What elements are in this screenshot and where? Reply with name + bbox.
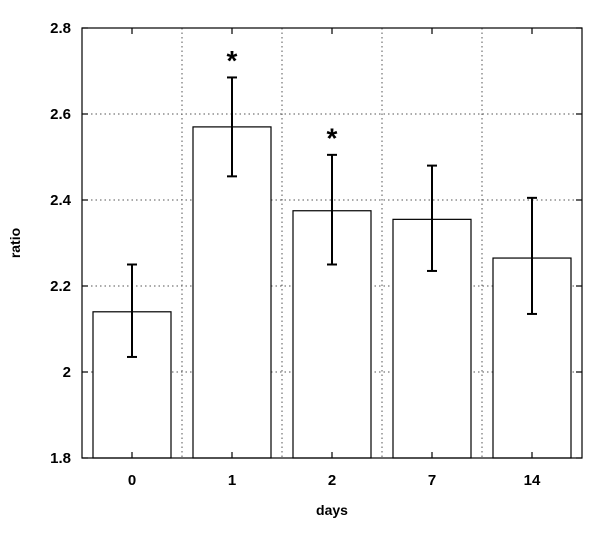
x-tick-label: 0 <box>128 472 136 489</box>
y-tick-label: 2.6 <box>50 106 71 123</box>
error-bars <box>127 76 537 358</box>
error-bar-14 <box>527 196 537 315</box>
error-bar-1 <box>227 76 237 178</box>
x-axis-ticks: 0 1 2 7 14 <box>128 28 541 489</box>
x-tick-label: 1 <box>228 472 236 489</box>
y-tick-label: 2.4 <box>50 192 72 209</box>
significance-marker: * <box>227 45 238 76</box>
error-bar-7 <box>427 164 437 272</box>
y-tick-label: 2 <box>63 364 71 381</box>
y-axis-ticks: 1.8 2 2.2 2.4 2.6 2.8 <box>50 20 582 467</box>
x-axis-label: days <box>316 502 348 518</box>
x-tick-label: 7 <box>428 472 436 489</box>
error-bar-2 <box>327 153 337 266</box>
error-bar-0 <box>127 263 137 358</box>
annotations: ** <box>227 45 338 153</box>
y-tick-label: 2.2 <box>50 278 71 295</box>
bar-1 <box>192 126 272 459</box>
y-axis-label: ratio <box>7 228 23 258</box>
x-tick-label: 14 <box>524 472 541 489</box>
significance-marker: * <box>327 122 338 153</box>
x-tick-label: 2 <box>328 472 336 489</box>
y-tick-label: 2.8 <box>50 20 71 37</box>
y-tick-label: 1.8 <box>50 450 71 467</box>
